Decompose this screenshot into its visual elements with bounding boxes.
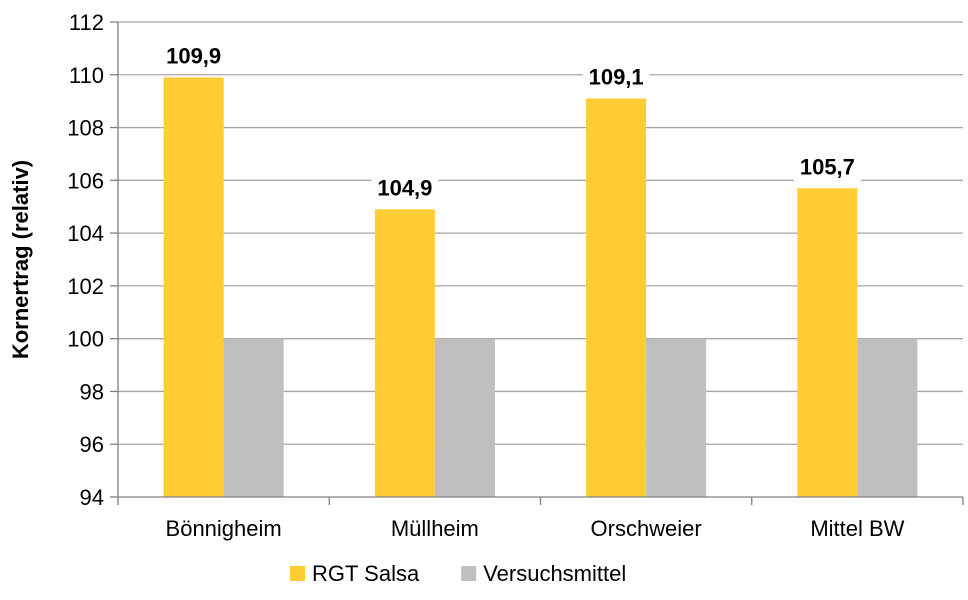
y-tick-label: 102 <box>67 274 104 299</box>
x-tick-label: Orschweier <box>591 516 702 541</box>
legend-swatch <box>290 566 305 581</box>
bar-rgt-salsa <box>374 209 435 497</box>
legend-swatch <box>461 566 477 581</box>
bar-rgt-salsa <box>586 98 647 498</box>
legend: RGT Salsa Versuchsmittel <box>290 561 626 586</box>
y-tick-label: 108 <box>67 116 104 141</box>
y-tick-label: 100 <box>67 327 104 352</box>
data-label: 104,9 <box>377 175 432 200</box>
bar-versuchsmittel <box>223 338 284 497</box>
y-tick-label: 96 <box>80 432 104 457</box>
data-label-background <box>793 152 861 182</box>
y-tick-label: 104 <box>67 221 104 246</box>
x-tick-label: Mittel BW <box>810 516 904 541</box>
bar-versuchsmittel <box>646 338 707 497</box>
legend-entry: RGT Salsa <box>312 561 420 586</box>
bar-versuchsmittel <box>434 338 495 497</box>
legend-entry: Versuchsmittel <box>483 561 626 586</box>
bar-rgt-salsa <box>797 188 858 497</box>
data-label: 109,1 <box>589 65 644 90</box>
x-tick-label: Müllheim <box>391 516 479 541</box>
data-label-background <box>160 41 228 71</box>
y-tick-label: 112 <box>69 10 104 35</box>
bar-rgt-salsa <box>163 77 224 498</box>
y-tick-label: 110 <box>69 63 104 88</box>
data-label: 109,9 <box>166 43 221 68</box>
bars <box>163 77 918 498</box>
data-labels: 109,9 104,9 109,1 105,7 <box>160 41 861 203</box>
data-label-background <box>371 173 439 203</box>
y-tick-label: 106 <box>67 168 104 193</box>
y-axis-label: Kornertrag (relativ) <box>8 160 33 359</box>
data-label-background <box>582 62 650 92</box>
bar-versuchsmittel <box>857 338 918 497</box>
data-label: 105,7 <box>800 154 855 179</box>
x-tick-label: Bönnigheim <box>166 516 282 541</box>
y-tick-label: 98 <box>80 379 104 404</box>
y-tick-label: 94 <box>80 485 104 510</box>
axes: 94 96 98 100 102 104 106 108 110 112 Bönnigheim Mül… <box>67 10 964 541</box>
